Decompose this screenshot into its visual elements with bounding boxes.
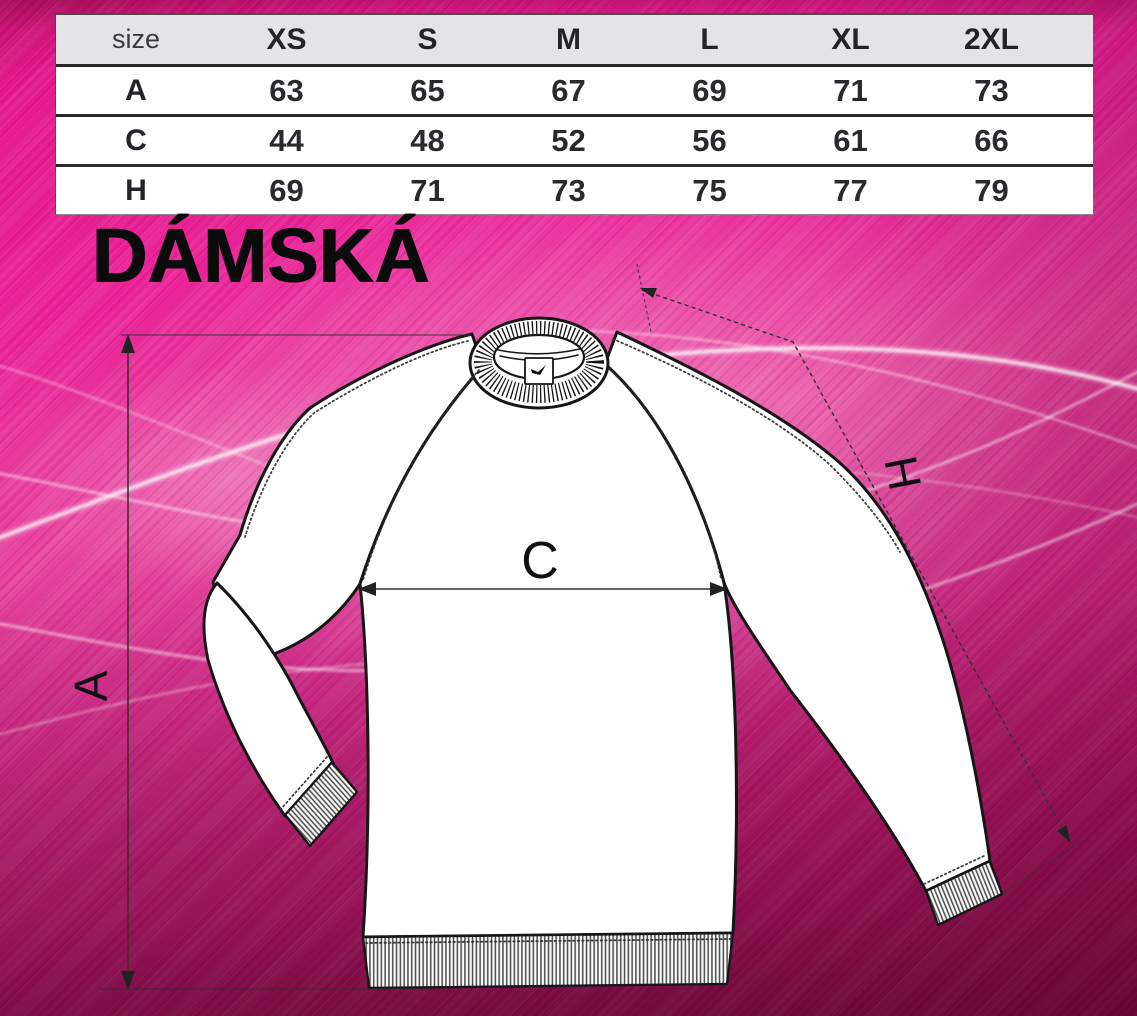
extension-line-cuff bbox=[1001, 840, 1083, 895]
neck-label-tag bbox=[524, 357, 554, 385]
size-table: size XS S M L XL 2XL A 63 65 67 69 71 73… bbox=[55, 13, 1093, 215]
table-row-h: H 69 71 73 75 77 79 bbox=[56, 167, 1093, 215]
dimension-a bbox=[100, 334, 470, 990]
table-row-c: C 44 48 52 56 61 66 bbox=[56, 117, 1093, 167]
row-label-c: C bbox=[125, 123, 147, 157]
row-label-h: H bbox=[125, 173, 147, 207]
dimension-c bbox=[358, 582, 728, 596]
left-cuff-rib bbox=[283, 760, 359, 848]
row-label-a: A bbox=[125, 73, 147, 107]
extension-line-neck bbox=[636, 263, 652, 333]
arrowhead-left-icon bbox=[358, 582, 376, 596]
value-c-s: 48 bbox=[410, 122, 445, 158]
size-header-2xl: 2XL bbox=[963, 22, 1020, 56]
value-c-m: 52 bbox=[551, 122, 586, 158]
size-table-header-row: size XS S M L XL 2XL bbox=[56, 15, 1093, 67]
arrowhead-upleft-icon bbox=[640, 288, 657, 298]
value-a-2xl: 73 bbox=[974, 72, 1009, 108]
value-h-xs: 69 bbox=[269, 172, 304, 208]
table-row-a: A 63 65 67 69 71 73 bbox=[56, 67, 1093, 117]
label-c: C bbox=[521, 532, 559, 590]
value-a-l: 69 bbox=[692, 72, 727, 108]
value-h-l: 75 bbox=[692, 172, 727, 208]
size-header-l: L bbox=[700, 22, 719, 56]
label-a: A bbox=[65, 670, 117, 701]
dimension-h bbox=[636, 263, 1083, 895]
size-column-header: size bbox=[111, 24, 160, 54]
page-title: DÁMSKÁ bbox=[92, 213, 430, 299]
size-header-xl: XL bbox=[831, 22, 870, 56]
value-a-xl: 71 bbox=[833, 72, 868, 108]
value-a-m: 67 bbox=[551, 72, 586, 108]
value-c-xs: 44 bbox=[269, 122, 304, 158]
stitch-lines bbox=[244, 338, 987, 944]
value-h-s: 71 bbox=[410, 172, 445, 208]
hem-rib bbox=[361, 931, 735, 990]
dimension-h-line bbox=[641, 289, 1071, 843]
value-c-2xl: 66 bbox=[974, 122, 1009, 158]
label-h: H bbox=[874, 452, 931, 495]
value-h-m: 73 bbox=[551, 172, 586, 208]
value-h-xl: 77 bbox=[833, 172, 868, 208]
value-a-xs: 63 bbox=[269, 72, 304, 108]
arrowhead-right-icon bbox=[710, 582, 728, 596]
collar bbox=[468, 316, 610, 410]
value-a-s: 65 bbox=[410, 72, 445, 108]
arrowhead-up-icon bbox=[121, 334, 135, 353]
value-c-xl: 61 bbox=[833, 122, 868, 158]
arrowhead-down-icon bbox=[121, 971, 135, 990]
size-header-s: S bbox=[417, 22, 438, 56]
arrowhead-downright-icon bbox=[1057, 825, 1070, 842]
brand-logo-icon bbox=[531, 365, 546, 375]
size-header-m: M bbox=[556, 22, 581, 56]
value-h-2xl: 79 bbox=[974, 172, 1009, 208]
value-c-l: 56 bbox=[692, 122, 727, 158]
size-header-xs: XS bbox=[266, 22, 307, 56]
sweatshirt-drawing bbox=[202, 316, 1004, 990]
